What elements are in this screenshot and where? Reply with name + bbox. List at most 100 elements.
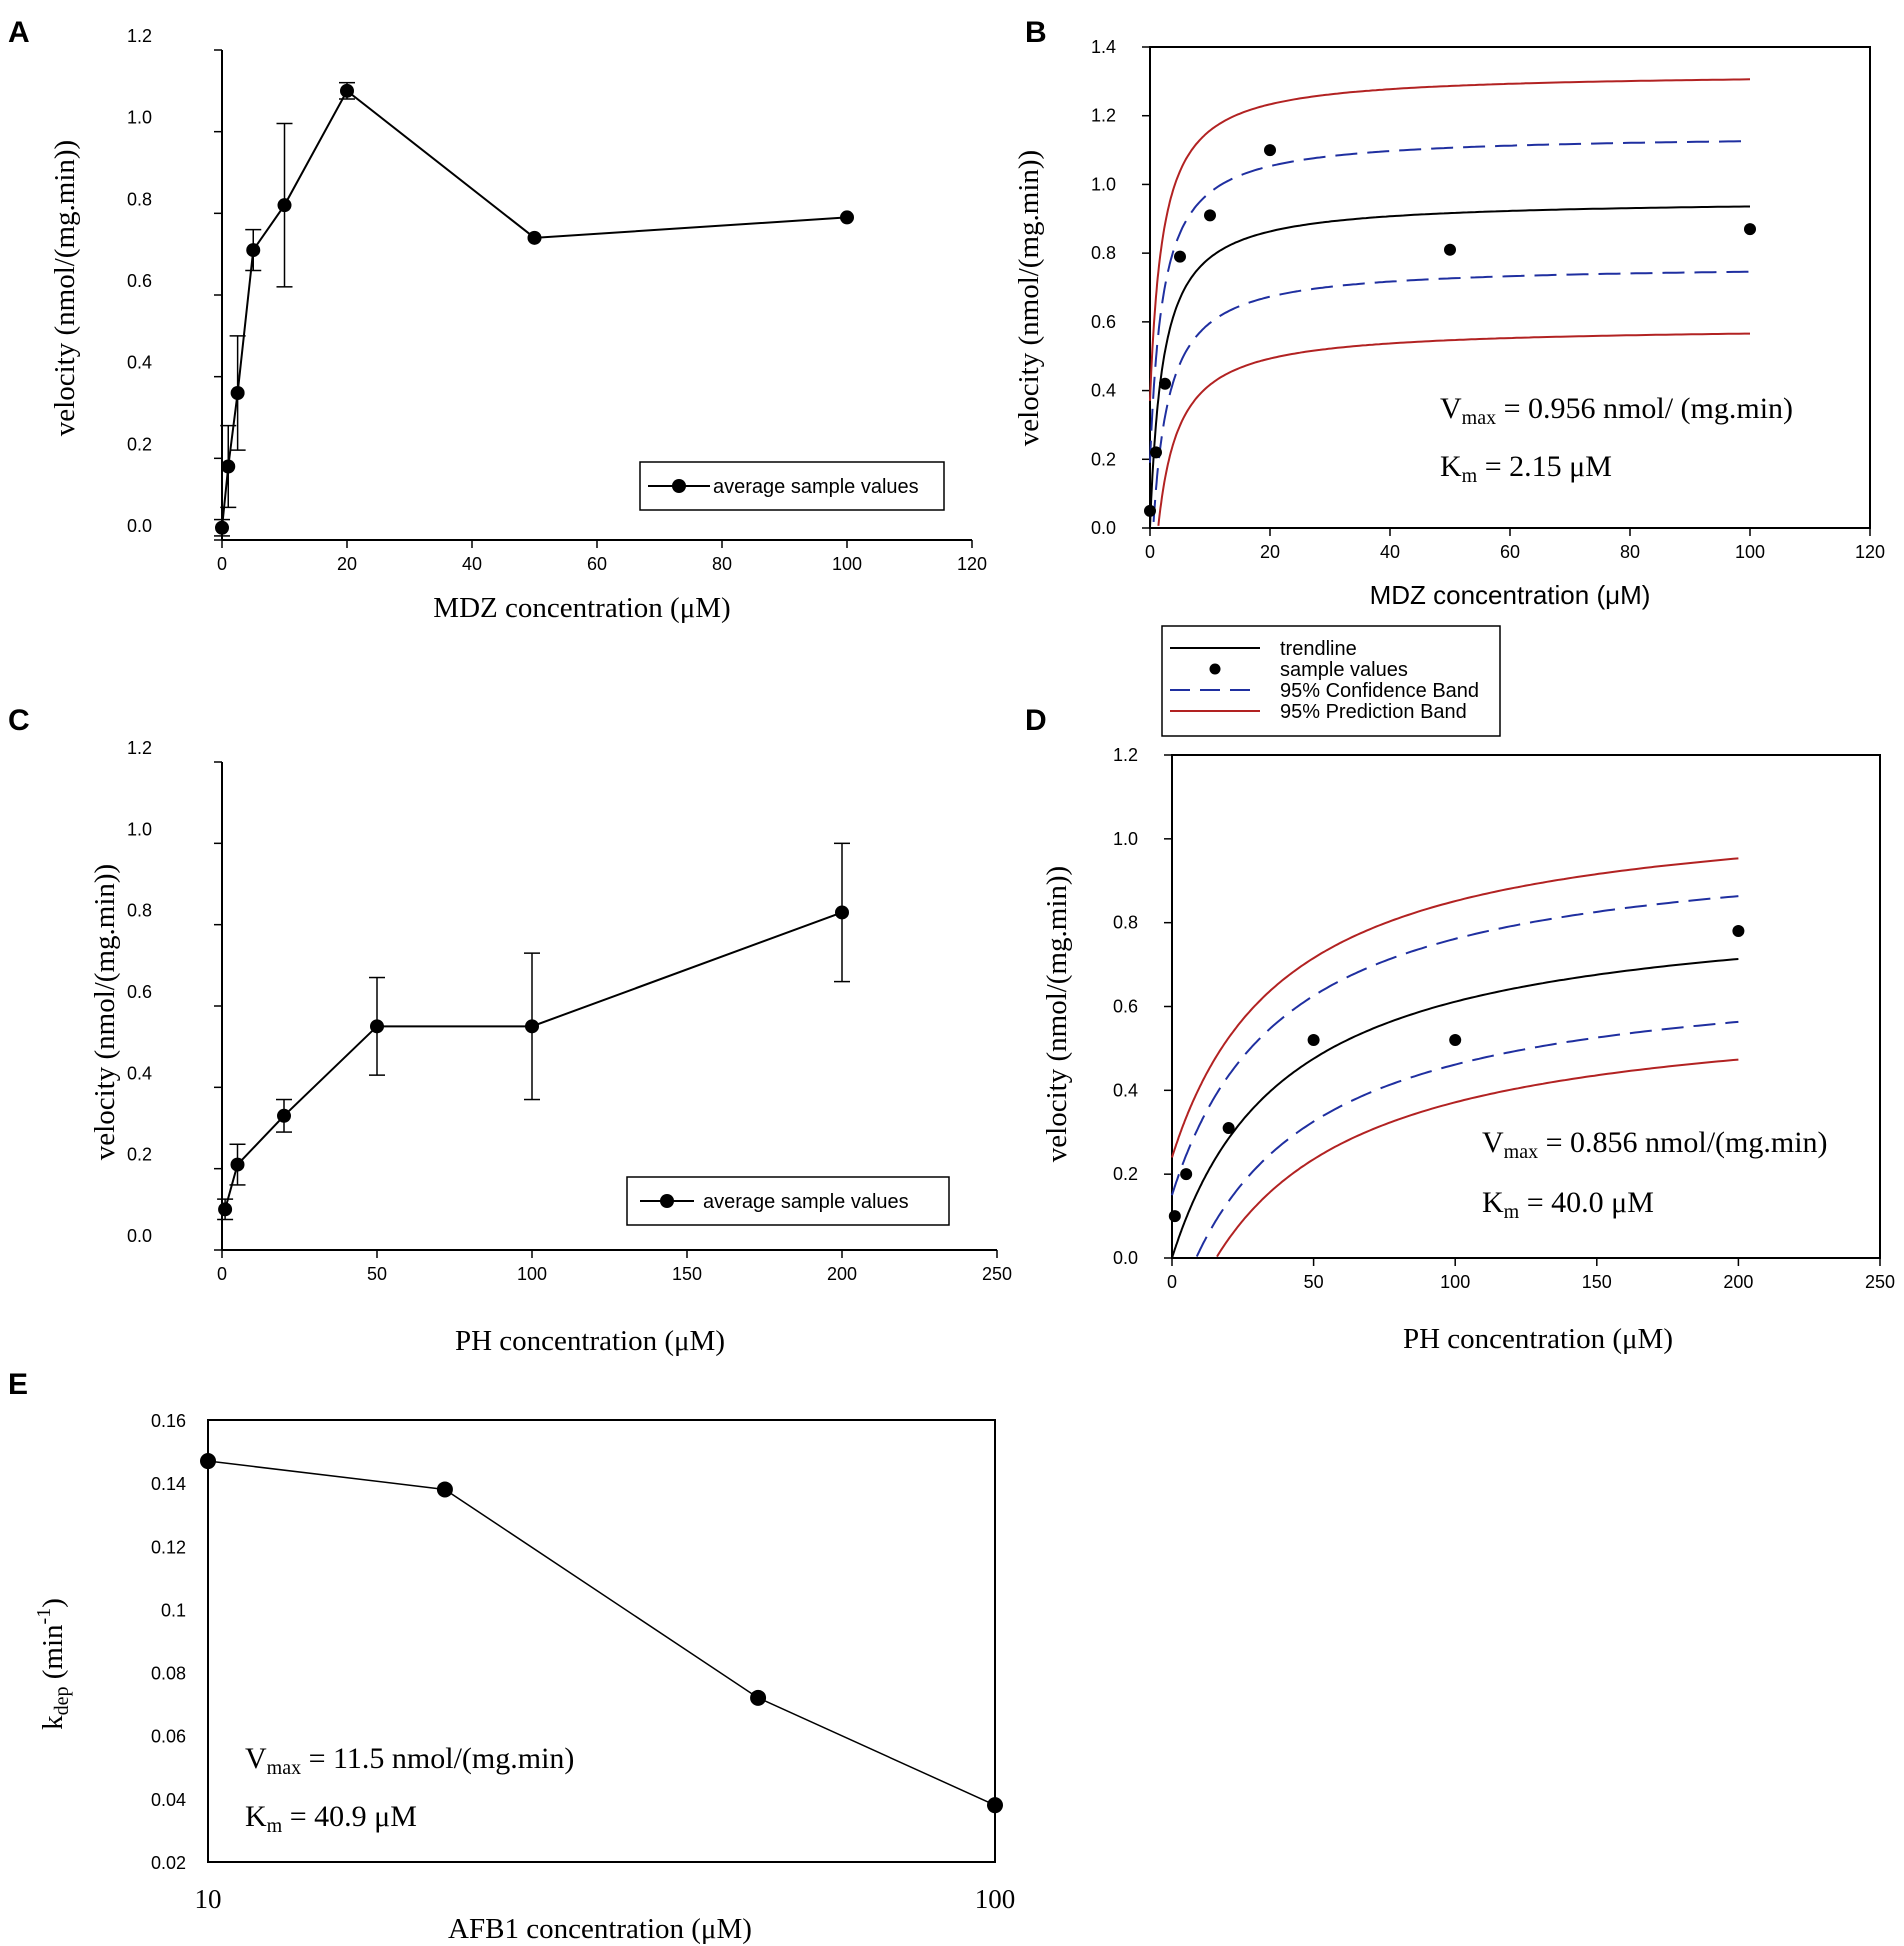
panel-b-marks — [1144, 78, 1756, 528]
panel-c-x-tick-label: 250 — [982, 1264, 1012, 1284]
panel-e-y-label-subscript: dep — [51, 1686, 73, 1715]
panel-d-sample-point — [1222, 1122, 1235, 1135]
panel-c-y-tick-label: 0.0 — [127, 1226, 152, 1246]
panel-d-km-annotation: Km = 40.0 μM — [1482, 1186, 1654, 1223]
panel-c-letter: C — [8, 704, 30, 737]
panel-a-y-tick-label: 0.4 — [127, 353, 152, 373]
panel-e-frame — [207, 1419, 996, 1863]
panel-a-x-tick-label: 120 — [957, 554, 987, 574]
panel-e-km-symbol: K — [245, 1800, 267, 1833]
panel-a-data-point — [246, 243, 261, 258]
panel-b-vmax-value: = 0.956 nmol/ (mg.min) — [1496, 392, 1793, 425]
panel-e-data-point — [750, 1689, 767, 1706]
panel-a-data-point — [840, 210, 854, 225]
panel-b-prediction-band-upper — [1149, 78, 1751, 401]
panel-a-data-point — [221, 459, 236, 474]
panel-e-plot-area: 10 100 0.02 0.04 0.06 0.08 0.1 0.12 0.14 0.16 — [151, 1411, 1015, 1914]
panel-e-vmax-annotation: Vmax = 11.5 nmol/(mg.min) — [245, 1742, 574, 1779]
panel-d-letter: D — [1025, 704, 1047, 737]
panel-a-legend-label: average sample values — [713, 476, 919, 498]
panel-c-legend-label: average sample values — [703, 1191, 909, 1213]
panel-d-y-tick-label: 1.2 — [1113, 745, 1138, 765]
panel-c-plot-area: 0 50 100 150 200 250 0.0 0.2 0.4 0.6 0.8 1.0 1.2 — [127, 738, 1012, 1284]
panel-b-legend-prediction-label: 95% Prediction Band — [1280, 701, 1467, 723]
panel-e-y-tick-label: 0.14 — [151, 1474, 186, 1494]
panel-d-km-subscript: m — [1504, 1201, 1520, 1223]
panel-d-y-tick-label: 0.4 — [1113, 1080, 1138, 1100]
panel-d-frame — [1171, 754, 1881, 1259]
panel-c-y-tick-label: 1.2 — [127, 738, 152, 758]
panel-b-plot-area: 0 20 40 60 80 100 120 0.0 0.2 0.4 0.6 0.8 1.0 1.2 1.4 — [1091, 37, 1885, 562]
panel-c-data-point — [525, 1019, 539, 1034]
panel-e: E 10 100 0.02 0.04 0.06 0.08 0.1 0.12 0.14 0.16 A… — [8, 1368, 1015, 1945]
panel-b-x-tick-label: 100 — [1735, 542, 1765, 562]
panel-d-x-tick-label: 50 — [1304, 1272, 1324, 1292]
panel-b-y-tick-label: 0.2 — [1091, 449, 1116, 469]
panel-c-y-tick-label: 1.0 — [127, 819, 152, 839]
panel-e-y-label-close: ) — [37, 1598, 69, 1608]
panel-b: B 0 20 40 60 80 100 120 0.0 0.2 0.4 0.6 0.8 1.0 1.2 1.… — [1013, 16, 1885, 737]
panel-a-data-point — [215, 520, 229, 535]
panel-c-y-tick-label: 0.4 — [127, 1063, 152, 1083]
panel-a-y-tick-label: 0.0 — [127, 516, 152, 536]
panel-e-vmax-symbol: V — [245, 1742, 267, 1775]
panel-c-y-tick-label: 0.2 — [127, 1145, 152, 1165]
panel-c-data-point — [370, 1019, 384, 1034]
panel-b-y-tick-label: 1.0 — [1091, 174, 1116, 194]
panel-a-data-point — [340, 83, 354, 98]
panel-d-vmax-subscript: max — [1504, 1141, 1538, 1163]
panel-d-y-tick-label: 0.0 — [1113, 1248, 1138, 1268]
panel-d-vmax-annotation: Vmax = 0.856 nmol/(mg.min) — [1482, 1126, 1828, 1163]
panel-a-y-tick-label: 0.2 — [127, 434, 152, 454]
panel-a-x-tick-label: 0 — [217, 554, 227, 574]
panel-c-data-point — [835, 905, 849, 920]
panel-c-x-tick-label: 100 — [517, 1264, 547, 1284]
panel-c-marks — [217, 842, 850, 1221]
panel-e-y-label-superscript: -1 — [33, 1608, 55, 1625]
panel-b-y-axis-label: velocity (nmol/(mg.min)) — [1013, 150, 1045, 446]
panel-d-y-tick-label: 1.0 — [1113, 829, 1138, 849]
panel-b-x-tick-label: 120 — [1855, 542, 1885, 562]
panel-c: C 0 50 100 150 200 250 0.0 0.2 0.4 0.6 0.8 1.0 1.2 P… — [8, 704, 1012, 1357]
panel-a-x-tick-label: 40 — [462, 554, 482, 574]
panel-d-vmax-symbol: V — [1482, 1126, 1504, 1159]
panel-d-plot-area: 0 50 100 150 200 250 0.0 0.2 0.4 0.6 0.8 1.0 1.2 — [1113, 745, 1895, 1292]
panel-b-letter: B — [1025, 16, 1047, 49]
panel-d-marks — [1168, 857, 1745, 1259]
panel-b-km-value: = 2.15 μM — [1477, 450, 1612, 483]
panel-b-sample-point — [1150, 446, 1162, 459]
panel-b-x-tick-label: 40 — [1380, 542, 1400, 562]
panel-e-km-value: = 40.9 μM — [282, 1800, 417, 1833]
panel-a-series-line — [221, 89, 848, 528]
panel-d-sample-point — [1168, 1210, 1181, 1223]
panel-b-x-tick-label: 0 — [1145, 542, 1155, 562]
panel-b-x-axis-label: MDZ concentration (μM) — [1370, 580, 1651, 610]
panel-e-y-label-symbol: k — [37, 1715, 69, 1730]
panel-b-confidence-band-lower — [1152, 270, 1751, 522]
panel-d-x-tick-label: 100 — [1440, 1272, 1470, 1292]
panel-a-marks — [214, 81, 854, 537]
panel-e-y-tick-label: 0.06 — [151, 1727, 186, 1747]
panel-b-legend-sample-marker — [1209, 663, 1221, 675]
panel-d-trendline — [1171, 958, 1739, 1259]
panel-d: D 0 50 100 150 200 250 0.0 0.2 0.4 0.6 0.8 1.0 1.2 P… — [1025, 704, 1895, 1355]
panel-e-x-tick-label: 10 — [195, 1884, 222, 1914]
panel-b-y-tick-label: 0.0 — [1091, 518, 1116, 538]
panel-b-x-tick-label: 80 — [1620, 542, 1640, 562]
panel-c-data-point — [230, 1157, 245, 1172]
panel-e-y-tick-label: 0.16 — [151, 1411, 186, 1431]
panel-d-x-tick-label: 150 — [1582, 1272, 1612, 1292]
panel-a-data-point — [277, 198, 292, 213]
panel-a-y-tick-label: 0.6 — [127, 271, 152, 291]
panel-b-km-subscript: m — [1462, 465, 1478, 487]
panel-e-marks — [200, 1453, 1003, 1814]
panel-b-legend-trendline-label: trendline — [1280, 638, 1357, 660]
panel-e-data-point — [200, 1453, 216, 1470]
panel-c-x-tick-label: 200 — [827, 1264, 857, 1284]
panel-d-sample-point — [1180, 1168, 1193, 1181]
panel-d-x-tick-label: 200 — [1723, 1272, 1753, 1292]
panel-e-km-subscript: m — [267, 1815, 283, 1837]
panel-b-vmax-annotation: Vmax = 0.956 nmol/ (mg.min) — [1440, 392, 1793, 429]
panel-d-x-tick-label: 0 — [1167, 1272, 1177, 1292]
panel-a-legend: average sample values — [639, 461, 945, 511]
